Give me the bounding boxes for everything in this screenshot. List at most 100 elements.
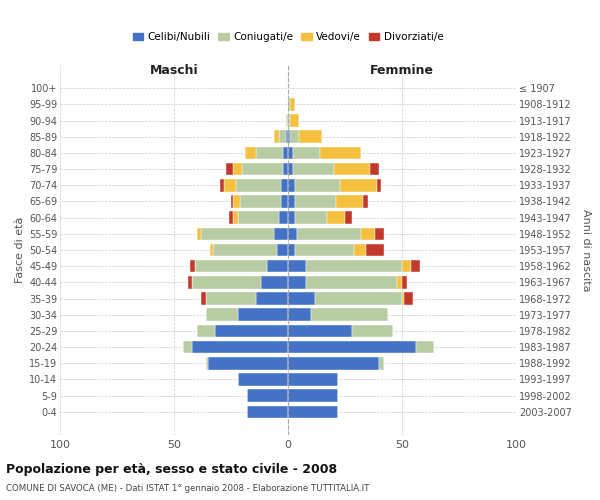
Bar [295, 212, 327, 224]
Bar [320, 146, 361, 159]
Bar [268, 260, 288, 272]
Bar [416, 341, 434, 353]
Bar [247, 406, 288, 418]
Bar [402, 260, 411, 272]
Bar [283, 146, 288, 159]
Bar [236, 179, 281, 192]
Bar [240, 195, 281, 208]
Bar [215, 324, 288, 337]
Bar [286, 130, 288, 143]
Text: Femmine: Femmine [370, 64, 434, 77]
Bar [295, 179, 340, 192]
Bar [281, 179, 288, 192]
Bar [288, 244, 295, 256]
Bar [208, 357, 288, 370]
Bar [374, 228, 384, 240]
Y-axis label: Fasce di età: Fasce di età [14, 217, 25, 283]
Bar [288, 341, 416, 353]
Bar [288, 228, 297, 240]
Bar [194, 260, 268, 272]
Bar [213, 244, 277, 256]
Bar [192, 341, 288, 353]
Bar [288, 324, 352, 337]
Bar [402, 276, 407, 288]
Bar [379, 357, 384, 370]
Bar [377, 179, 382, 192]
Bar [397, 276, 402, 288]
Bar [220, 179, 224, 192]
Bar [190, 260, 194, 272]
Bar [288, 357, 379, 370]
Bar [295, 244, 354, 256]
Text: Maschi: Maschi [149, 64, 199, 77]
Bar [336, 195, 363, 208]
Bar [288, 130, 290, 143]
Bar [197, 228, 202, 240]
Bar [361, 228, 374, 240]
Bar [352, 324, 393, 337]
Bar [242, 163, 283, 175]
Bar [283, 163, 288, 175]
Bar [206, 292, 256, 305]
Bar [238, 373, 288, 386]
Bar [286, 114, 288, 127]
Text: COMUNE DI SAVOCA (ME) - Dati ISTAT 1° gennaio 2008 - Elaborazione TUTTITALIA.IT: COMUNE DI SAVOCA (ME) - Dati ISTAT 1° ge… [6, 484, 370, 493]
Bar [299, 130, 322, 143]
Bar [247, 390, 288, 402]
Bar [306, 260, 402, 272]
Bar [224, 179, 236, 192]
Bar [233, 163, 242, 175]
Bar [290, 98, 295, 110]
Bar [288, 260, 306, 272]
Bar [288, 98, 290, 110]
Bar [288, 212, 295, 224]
Bar [183, 341, 192, 353]
Bar [411, 260, 420, 272]
Bar [404, 292, 413, 305]
Bar [231, 195, 233, 208]
Bar [229, 212, 233, 224]
Bar [288, 163, 293, 175]
Bar [340, 179, 377, 192]
Bar [233, 195, 240, 208]
Bar [202, 228, 274, 240]
Bar [316, 292, 402, 305]
Bar [288, 114, 290, 127]
Bar [274, 228, 288, 240]
Bar [245, 146, 256, 159]
Bar [188, 276, 192, 288]
Bar [288, 390, 338, 402]
Bar [288, 308, 311, 321]
Bar [211, 244, 213, 256]
Bar [202, 292, 206, 305]
Bar [256, 146, 283, 159]
Bar [295, 195, 336, 208]
Bar [288, 146, 293, 159]
Bar [226, 163, 233, 175]
Bar [238, 212, 279, 224]
Bar [311, 308, 388, 321]
Bar [279, 130, 286, 143]
Bar [365, 244, 384, 256]
Bar [297, 228, 361, 240]
Bar [288, 373, 338, 386]
Bar [327, 212, 345, 224]
Bar [293, 146, 320, 159]
Bar [274, 130, 279, 143]
Bar [206, 357, 208, 370]
Legend: Celibi/Nubili, Coniugati/e, Vedovi/e, Divorziati/e: Celibi/Nubili, Coniugati/e, Vedovi/e, Di… [128, 28, 448, 46]
Bar [277, 244, 288, 256]
Bar [363, 195, 368, 208]
Bar [288, 292, 316, 305]
Bar [288, 179, 295, 192]
Bar [293, 163, 334, 175]
Bar [402, 292, 404, 305]
Bar [290, 130, 299, 143]
Bar [206, 308, 238, 321]
Bar [288, 406, 338, 418]
Bar [233, 212, 238, 224]
Bar [290, 114, 299, 127]
Bar [256, 292, 288, 305]
Y-axis label: Anni di nascita: Anni di nascita [581, 209, 591, 291]
Text: Popolazione per età, sesso e stato civile - 2008: Popolazione per età, sesso e stato civil… [6, 462, 337, 475]
